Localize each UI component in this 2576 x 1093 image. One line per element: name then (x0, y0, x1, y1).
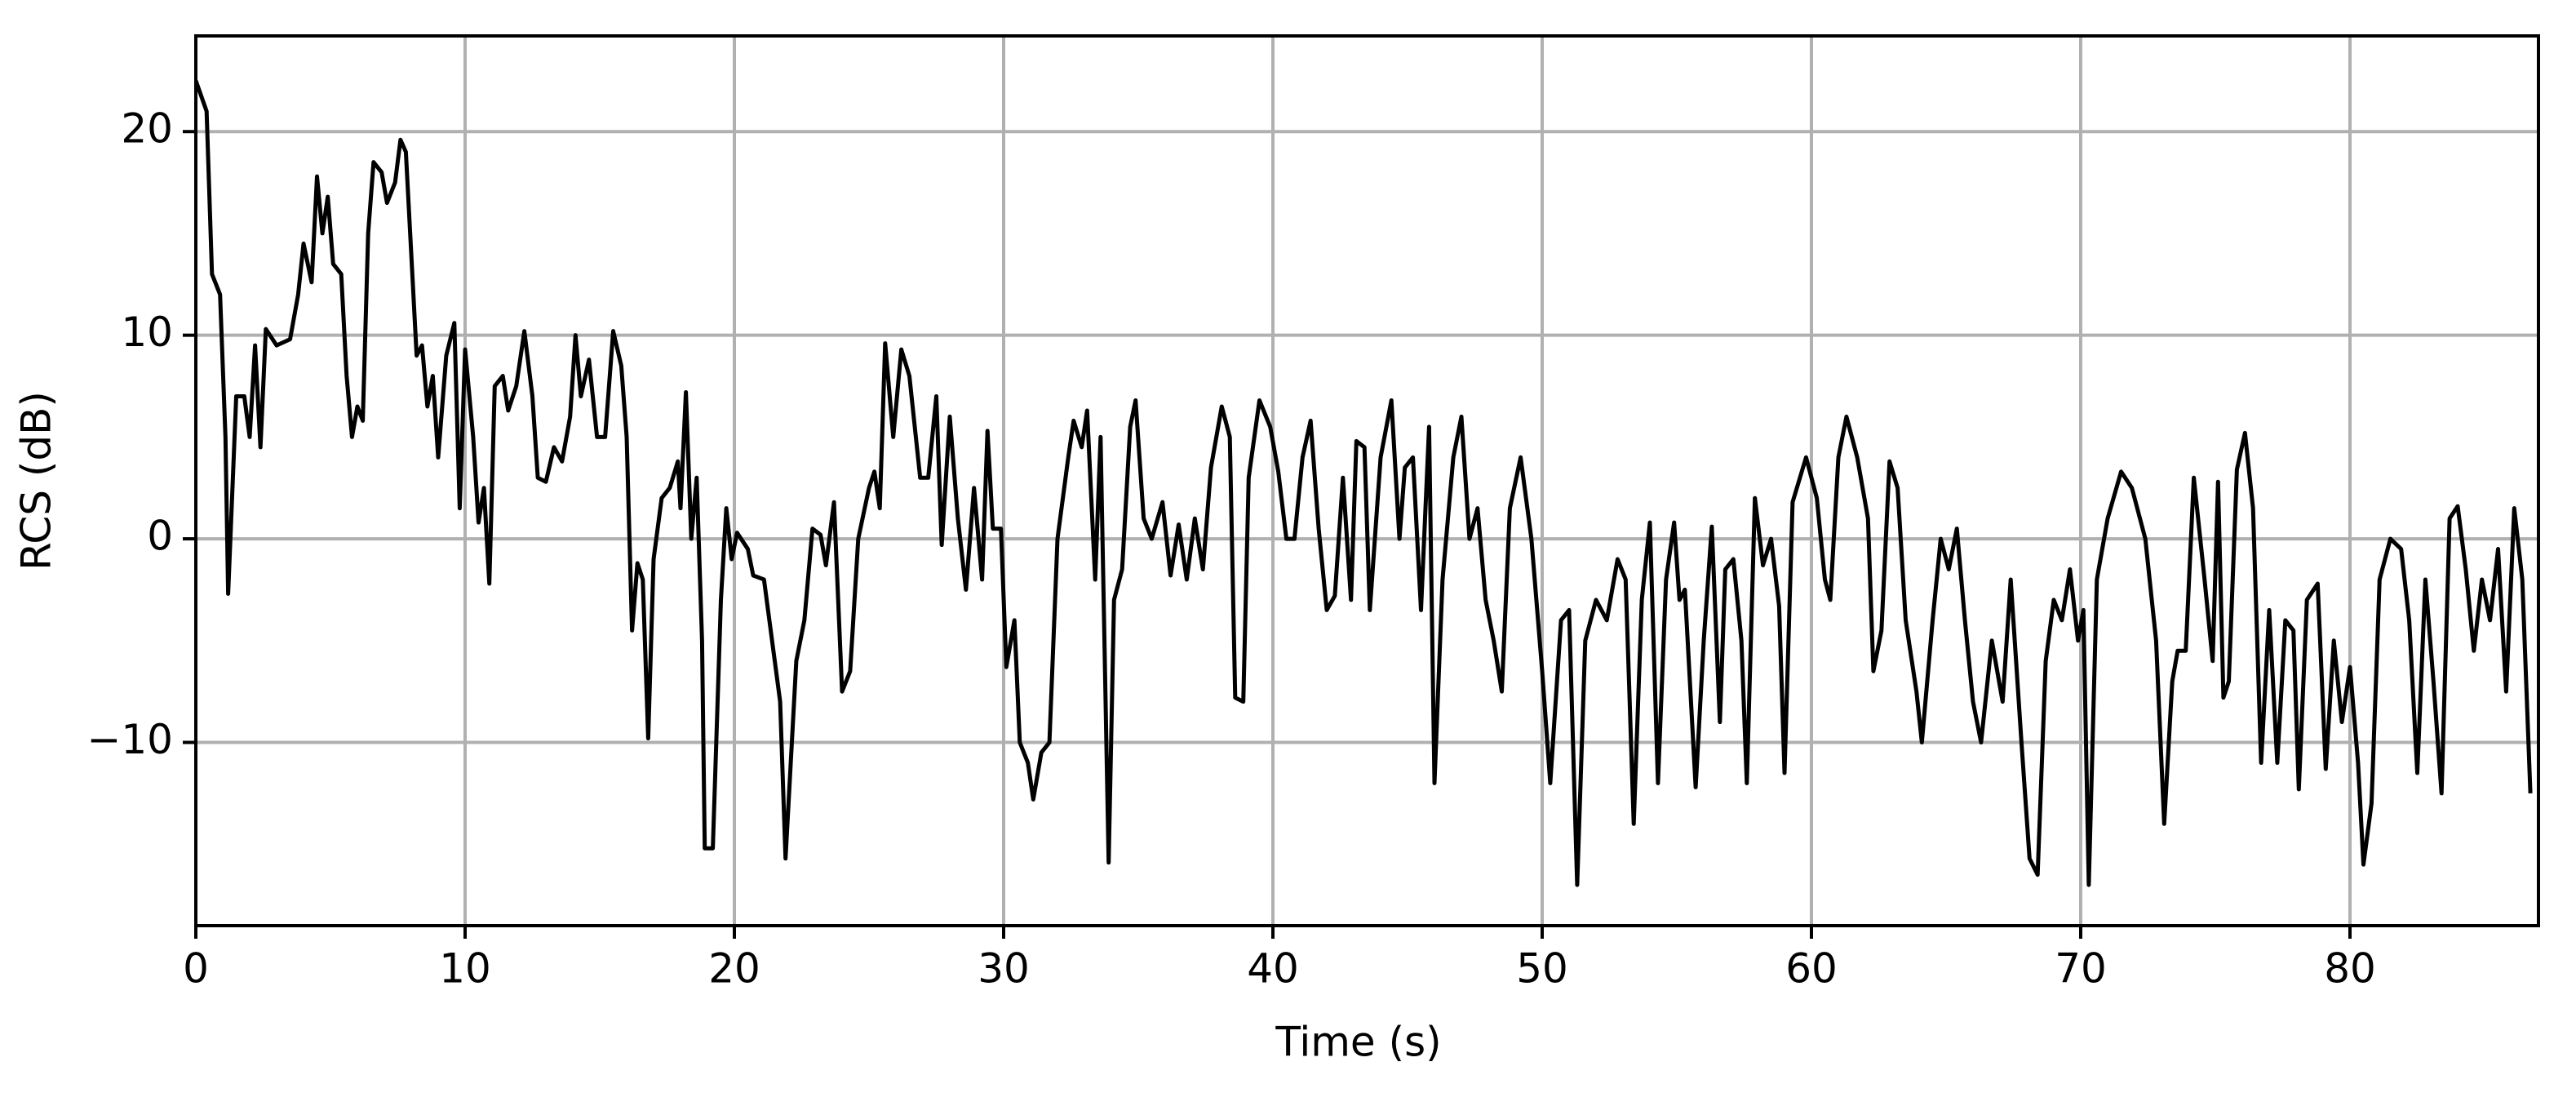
x-tick-label: 10 (439, 945, 491, 993)
y-axis-label: RCS (dB) (13, 391, 60, 571)
x-tick-label: 40 (1247, 945, 1299, 993)
y-tick-label: 20 (121, 105, 173, 153)
y-tick-label: 0 (147, 513, 173, 560)
x-tick-label: 50 (1516, 945, 1568, 993)
x-axis-label: Time (s) (1275, 1019, 1441, 1066)
x-tick-label: 20 (708, 945, 760, 993)
x-tick-label: 70 (2055, 945, 2107, 993)
data-line (196, 80, 2533, 887)
x-tick-label: 80 (2324, 945, 2376, 993)
plot-frame (194, 34, 2540, 927)
y-tick-label: −10 (86, 716, 173, 763)
x-tick-label: 60 (1785, 945, 1838, 993)
x-tick-label: 30 (978, 945, 1030, 993)
y-tick-label: 10 (121, 309, 173, 356)
x-tick-label: 0 (183, 945, 209, 993)
